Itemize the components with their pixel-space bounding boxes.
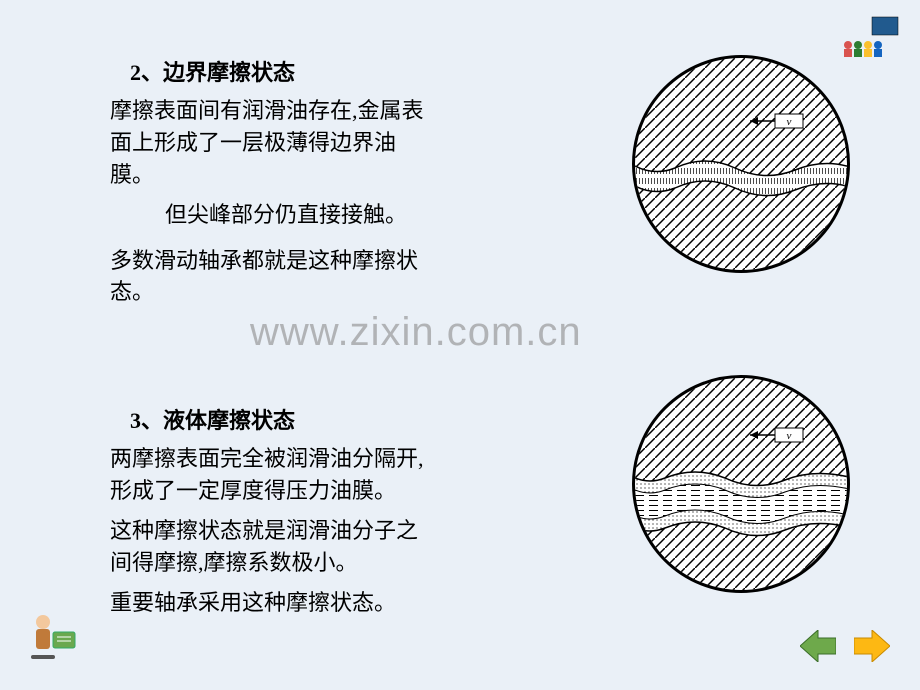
section3-p2: 这种摩擦状态就是润滑油分子之间得摩擦,摩擦系数极小。 [110, 515, 430, 579]
section3-p3: 重要轴承采用这种摩擦状态。 [110, 587, 430, 619]
section2-p2: 但尖峰部分仍直接接触。 [165, 199, 445, 231]
diagram-fluid-friction: v [632, 375, 850, 593]
classroom-icon [840, 15, 900, 60]
section2-p1: 摩擦表面间有润滑油存在,金属表面上形成了一层极薄得边界油膜。 [110, 95, 430, 191]
section3-p1: 两摩擦表面完全被润滑油分隔开,形成了一定厚度得压力油膜。 [110, 443, 430, 507]
next-arrow[interactable] [854, 630, 890, 662]
nav-arrows [800, 630, 890, 662]
watermark-text: www.zixin.com.cn [250, 310, 582, 355]
section2-p3: 多数滑动轴承都就是这种摩擦状态。 [110, 245, 455, 309]
prev-arrow[interactable] [800, 630, 836, 662]
teacher-icon [25, 610, 80, 665]
svg-text:v: v [787, 430, 792, 442]
diagram-boundary-friction: v [632, 55, 850, 273]
svg-text:v: v [787, 116, 792, 128]
